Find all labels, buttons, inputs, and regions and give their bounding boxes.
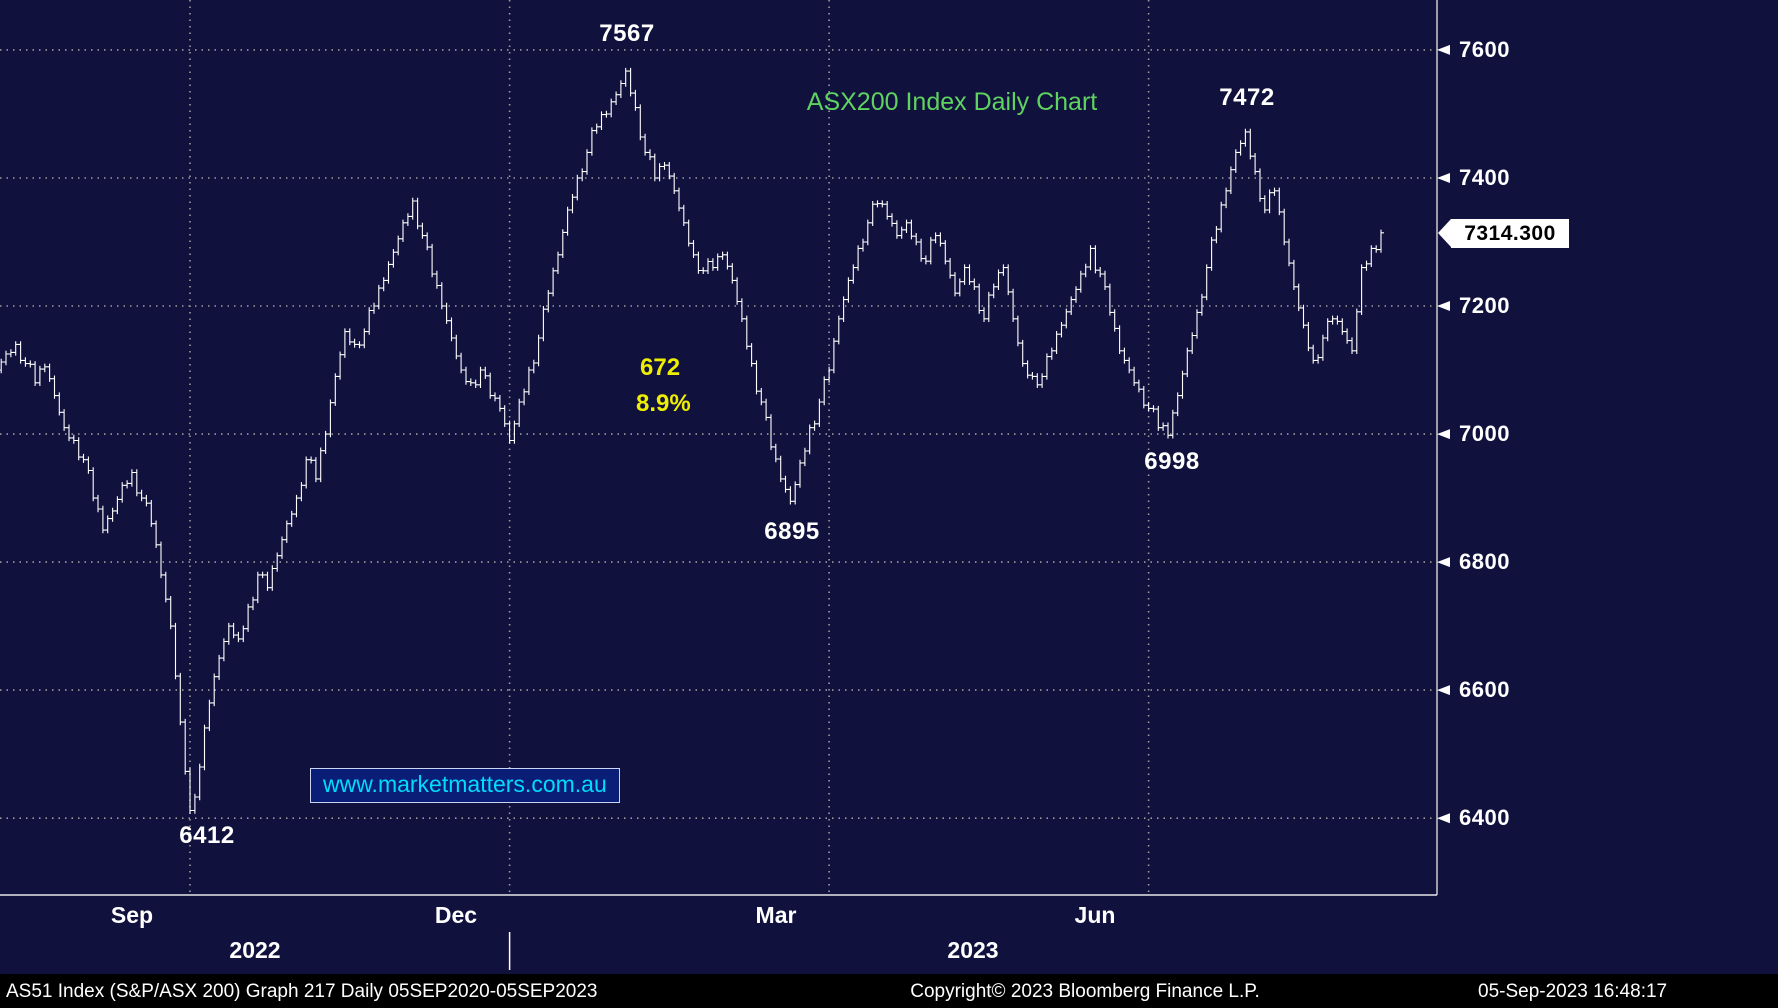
marketmatters-watermark-link[interactable]: www.marketmatters.com.au — [310, 768, 620, 803]
footer-copyright: Copyright© 2023 Bloomberg Finance L.P. — [910, 981, 1260, 1002]
chart-title: ASX200 Index Daily Chart — [806, 88, 1098, 116]
annotation-oct-low: 6412 — [179, 822, 235, 849]
x-axis-month-label: Mar — [755, 902, 797, 928]
y-axis-label: 7400 — [1459, 164, 1510, 190]
annotation-mar-low: 6895 — [764, 518, 820, 545]
x-axis-month-label: Sep — [110, 902, 154, 928]
last-price-badge: 7314.300 — [1438, 219, 1569, 248]
y-axis-label: 6400 — [1459, 805, 1510, 831]
annotation-decline-percent: 8.9% — [636, 390, 691, 417]
annotation-decline-points: 672 — [640, 354, 681, 381]
annotation-feb-peak: 7567 — [599, 20, 655, 47]
annotation-jul-low: 6998 — [1144, 448, 1200, 475]
y-axis-label: 7000 — [1459, 421, 1510, 447]
y-axis-label: 7200 — [1459, 293, 1510, 319]
y-axis-label: 7600 — [1459, 36, 1510, 62]
y-axis-label: 6800 — [1459, 549, 1510, 575]
footer-bar: AS51 Index (S&P/ASX 200) Graph 217 Daily… — [0, 974, 1778, 1008]
x-axis-month-label: Jun — [1074, 902, 1116, 928]
y-axis-label: 6600 — [1459, 677, 1510, 703]
footer-timestamp: 05-Sep-2023 16:48:17 — [1478, 981, 1668, 1002]
footer-security-info: AS51 Index (S&P/ASX 200) Graph 217 Daily… — [6, 981, 598, 1002]
annotation-jul-peak: 7472 — [1219, 84, 1275, 111]
x-axis-year-label: 2022 — [229, 937, 281, 963]
x-axis-year-label: 2023 — [947, 937, 999, 963]
x-axis-month-label: Dec — [434, 902, 478, 928]
